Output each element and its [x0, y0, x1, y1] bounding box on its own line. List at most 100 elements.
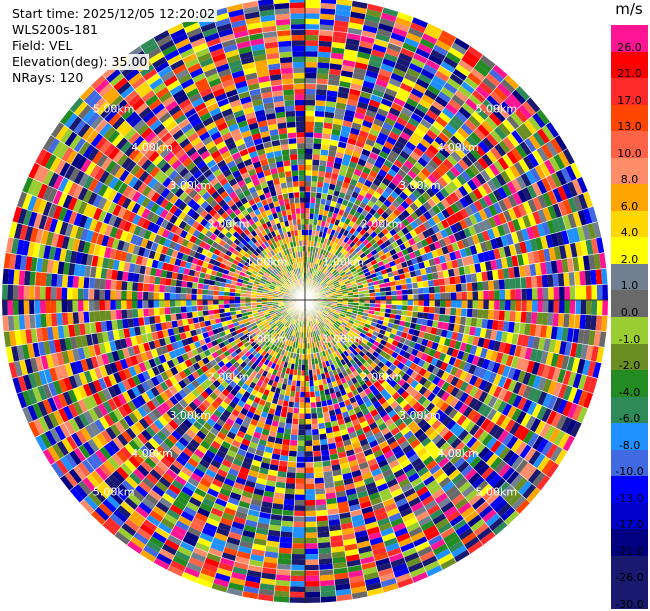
velocity-gate	[301, 370, 305, 376]
velocity-gate	[305, 527, 317, 533]
velocity-gate	[318, 423, 325, 429]
velocity-gate	[586, 300, 592, 315]
velocity-gate	[477, 309, 483, 319]
velocity-gate	[429, 293, 435, 300]
velocity-gate	[305, 35, 319, 41]
velocity-gate	[317, 537, 330, 543]
velocity-gate	[305, 489, 315, 495]
velocity-gate	[312, 154, 320, 160]
velocity-gate	[319, 574, 334, 581]
velocity-gate	[575, 300, 581, 314]
velocity-gate	[305, 62, 317, 68]
velocity-gate	[456, 284, 462, 292]
velocity-gate	[558, 313, 564, 327]
velocity-gate	[293, 408, 299, 414]
velocity-gate	[473, 291, 479, 300]
velocity-gate	[305, 67, 317, 73]
velocity-gate	[305, 365, 309, 371]
velocity-gate	[381, 296, 387, 300]
velocity-gate	[305, 511, 316, 517]
velocity-gate	[434, 307, 440, 314]
velocity-gate	[305, 581, 320, 587]
velocity-gate	[542, 275, 548, 288]
velocity-gate	[559, 300, 565, 314]
velocity-gate	[417, 281, 423, 288]
velocity-gate	[310, 203, 315, 209]
velocity-gate	[305, 495, 315, 501]
velocity-gate	[313, 143, 321, 149]
velocity-gate	[314, 122, 324, 128]
velocity-gate	[294, 505, 305, 511]
velocity-gate	[291, 570, 305, 576]
velocity-gate	[483, 290, 489, 300]
velocity-gate	[397, 300, 403, 305]
velocity-gate	[293, 527, 305, 533]
velocity-gate	[527, 288, 533, 300]
velocity-gate	[292, 538, 305, 544]
velocity-gate	[305, 89, 316, 95]
velocity-gate	[402, 300, 408, 305]
velocity-gate	[295, 495, 305, 501]
velocity-gate	[440, 300, 446, 307]
velocity-gate	[305, 24, 319, 30]
velocity-gate	[298, 435, 305, 441]
velocity-gate	[295, 478, 305, 484]
velocity-gate	[289, 592, 305, 598]
velocity-gate	[455, 275, 461, 284]
velocity-gate	[282, 439, 290, 445]
velocity-gate	[397, 295, 403, 300]
velocity-gate	[428, 313, 434, 320]
velocity-gate	[296, 468, 305, 474]
velocity-gate	[293, 413, 299, 419]
velocity-gate	[305, 381, 310, 387]
velocity-gate	[312, 435, 320, 441]
velocity-gate	[450, 284, 456, 292]
velocity-gate	[284, 428, 292, 434]
velocity-gate	[290, 586, 305, 592]
velocity-gate	[296, 473, 305, 479]
velocity-gate	[313, 149, 321, 155]
velocity-gate	[305, 440, 313, 446]
velocity-gate	[526, 276, 532, 288]
velocity-gate	[305, 386, 310, 392]
velocity-gate	[281, 444, 289, 450]
velocity-gate	[305, 554, 319, 560]
velocity-gate	[554, 287, 560, 300]
velocity-gate	[318, 553, 332, 559]
velocity-gate	[291, 429, 298, 435]
velocity-gate	[536, 275, 542, 288]
velocity-gate	[281, 521, 293, 527]
velocity-gate	[318, 548, 332, 554]
velocity-gate	[386, 295, 392, 300]
velocity-gate	[493, 280, 499, 290]
velocity-gate	[547, 313, 553, 326]
velocity-gate	[165, 314, 171, 322]
velocity-gate	[305, 46, 318, 52]
velocity-gate	[559, 286, 565, 300]
velocity-gate	[526, 312, 532, 324]
velocity-gate	[315, 488, 325, 494]
velocity-gate	[297, 440, 305, 446]
velocity-gate	[532, 288, 538, 300]
velocity-gate	[305, 408, 311, 414]
velocity-gate	[499, 279, 505, 290]
velocity-gate	[317, 176, 324, 182]
velocity-gate	[311, 181, 317, 187]
velocity-gate	[317, 62, 330, 68]
velocity-gate	[278, 548, 292, 554]
velocity-gate	[396, 290, 402, 295]
velocity-gate	[563, 272, 569, 286]
velocity-gate	[149, 316, 155, 325]
velocity-gate	[319, 19, 334, 26]
velocity-gate	[305, 19, 320, 25]
velocity-gate	[424, 293, 430, 300]
velocity-gate	[305, 446, 313, 452]
velocity-gate	[305, 111, 315, 117]
velocity-gate	[319, 434, 327, 440]
velocity-gate	[290, 581, 305, 587]
velocity-gate	[305, 403, 311, 409]
velocity-gate	[445, 285, 451, 293]
velocity-gate	[305, 522, 317, 528]
velocity-gate	[473, 300, 479, 309]
velocity-gate	[500, 300, 506, 310]
